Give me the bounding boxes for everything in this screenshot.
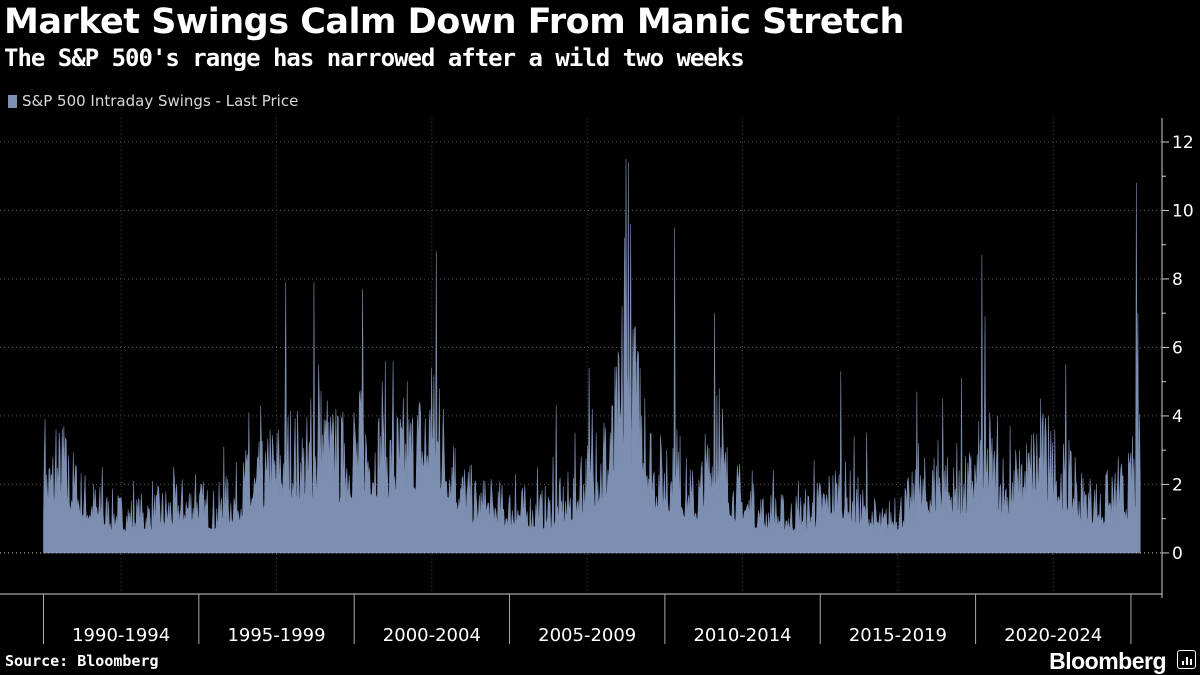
series-intraday-swings (43, 158, 1141, 554)
legend-swatch (8, 94, 17, 108)
x-tick-label-3: 2005-2009 (538, 625, 636, 646)
y-tick-label-10: 10 (1172, 201, 1194, 221)
x-tick-label-6: 2020-2024 (1004, 625, 1102, 646)
x-tick-label-2: 2000-2004 (383, 625, 481, 646)
y-tick-label-0: 0 (1172, 544, 1183, 564)
legend: S&P 500 Intraday Swings - Last Price (8, 92, 298, 110)
y-tick-label-12: 12 (1172, 133, 1194, 153)
x-tick-label-4: 2010-2014 (693, 625, 791, 646)
x-tick-label-1: 1995-1999 (227, 625, 325, 646)
y-tick-label-2: 2 (1172, 475, 1183, 495)
y-tick-label-4: 4 (1172, 407, 1183, 427)
chart-subtitle: The S&P 500's range has narrowed after a… (4, 44, 745, 72)
x-tick-label-5: 2015-2019 (849, 625, 947, 646)
y-tick-label-8: 8 (1172, 270, 1183, 290)
bloomberg-terminal-icon (1177, 650, 1196, 669)
legend-label: S&P 500 Intraday Swings - Last Price (22, 92, 299, 110)
x-tick-label-0: 1990-1994 (72, 625, 170, 646)
y-tick-label-6: 6 (1172, 338, 1183, 358)
source-note: Source: Bloomberg (5, 652, 159, 670)
brand-logo: Bloomberg (1049, 648, 1166, 674)
chart-title: Market Swings Calm Down From Manic Stret… (4, 2, 904, 42)
